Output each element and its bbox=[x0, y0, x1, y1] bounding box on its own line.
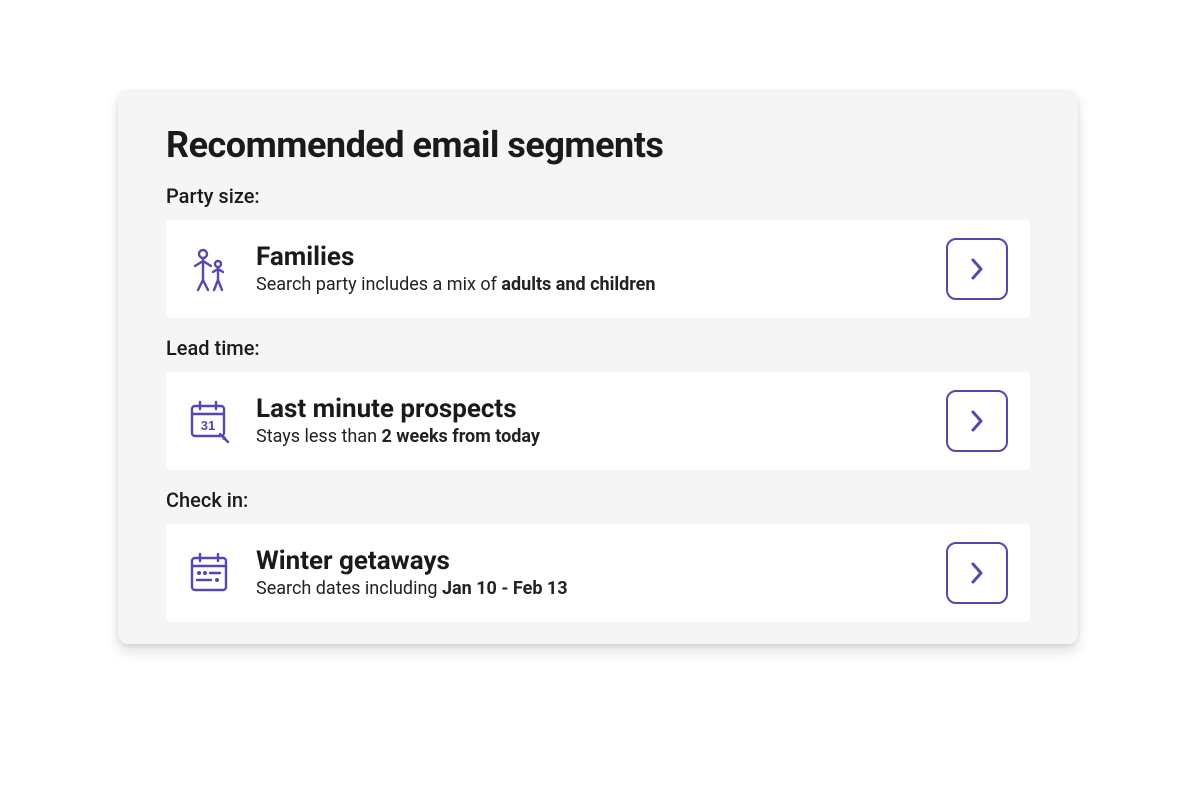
segment-title: Winter getaways bbox=[256, 547, 924, 577]
segment-card-last-minute[interactable]: 31 Last minute prospects Stays less than… bbox=[166, 372, 1030, 470]
segment-card-winter-getaways[interactable]: Winter getaways Search dates including J… bbox=[166, 524, 1030, 622]
group-label-lead-time: Lead time: bbox=[166, 336, 1030, 360]
segment-title: Last minute prospects bbox=[256, 395, 924, 425]
chevron-right-icon bbox=[968, 560, 986, 586]
open-segment-button[interactable] bbox=[946, 238, 1008, 300]
open-segment-button[interactable] bbox=[946, 542, 1008, 604]
segments-panel: Recommended email segments Party size: bbox=[118, 90, 1078, 644]
chevron-right-icon bbox=[968, 256, 986, 282]
segment-title: Families bbox=[256, 243, 924, 273]
group-label-party-size: Party size: bbox=[166, 184, 1030, 208]
open-segment-button[interactable] bbox=[946, 390, 1008, 452]
svg-text:31: 31 bbox=[201, 418, 215, 433]
calendar-range-icon bbox=[184, 550, 234, 596]
group-label-check-in: Check in: bbox=[166, 488, 1030, 512]
segment-card-families[interactable]: Families Search party includes a mix of … bbox=[166, 220, 1030, 318]
segment-desc: Search dates including Jan 10 - Feb 13 bbox=[256, 578, 924, 599]
panel-title: Recommended email segments bbox=[166, 124, 1030, 166]
segment-desc: Search party includes a mix of adults an… bbox=[256, 274, 924, 295]
calendar-31-icon: 31 bbox=[184, 398, 234, 444]
chevron-right-icon bbox=[968, 408, 986, 434]
families-icon bbox=[184, 246, 234, 292]
segment-desc: Stays less than 2 weeks from today bbox=[256, 426, 924, 447]
